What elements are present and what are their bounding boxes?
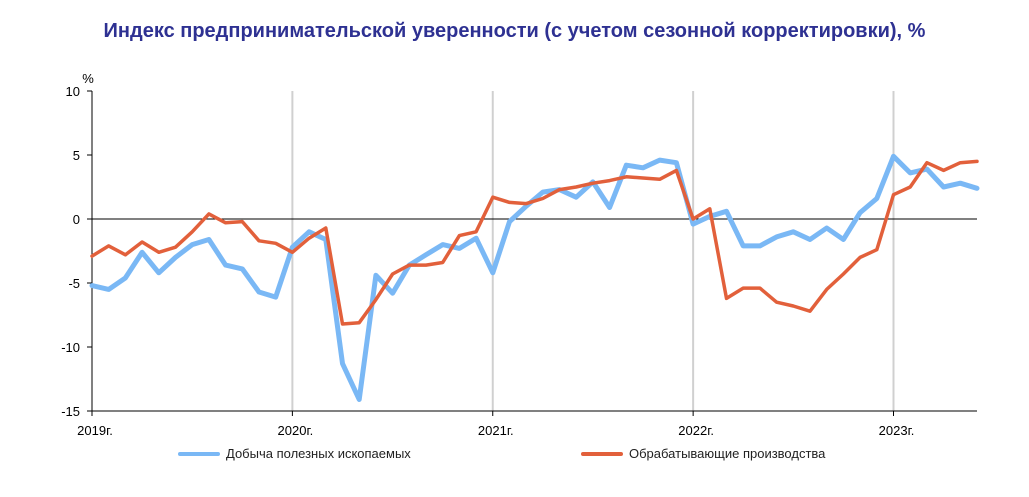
legend-swatch-mining <box>178 451 220 456</box>
legend-item-mining: Добыча полезных ископаемых <box>178 446 411 461</box>
y-unit-label: % <box>82 71 94 86</box>
y-tick-label: -5 <box>68 276 80 291</box>
y-tick-label: -15 <box>61 404 80 419</box>
y-tick-label: -10 <box>61 340 80 355</box>
series-line-manufacturing <box>90 159 979 326</box>
legend-item-manufacturing: Обрабатывающие производства <box>581 446 825 461</box>
chart-legend: Добыча полезных ископаемых Обрабатывающи… <box>0 446 1029 466</box>
x-tick-label: 2022г. <box>678 423 714 438</box>
y-tick-label: 5 <box>73 148 80 163</box>
x-tick-label: 2021г. <box>478 423 514 438</box>
x-tick-label: 2020г. <box>278 423 314 438</box>
legend-label-manufacturing: Обрабатывающие производства <box>629 446 826 461</box>
x-tick-label: 2023г. <box>879 423 915 438</box>
y-tick-label: 0 <box>73 212 80 227</box>
legend-label-mining: Добыча полезных ископаемых <box>226 446 411 461</box>
series-line-mining <box>89 153 980 402</box>
y-tick-label: 10 <box>66 84 80 99</box>
x-tick-label: 2019г. <box>77 423 113 438</box>
legend-swatch-manufacturing <box>581 451 623 456</box>
chart-title: Индекс предпринимательской уверенности (… <box>103 20 926 42</box>
